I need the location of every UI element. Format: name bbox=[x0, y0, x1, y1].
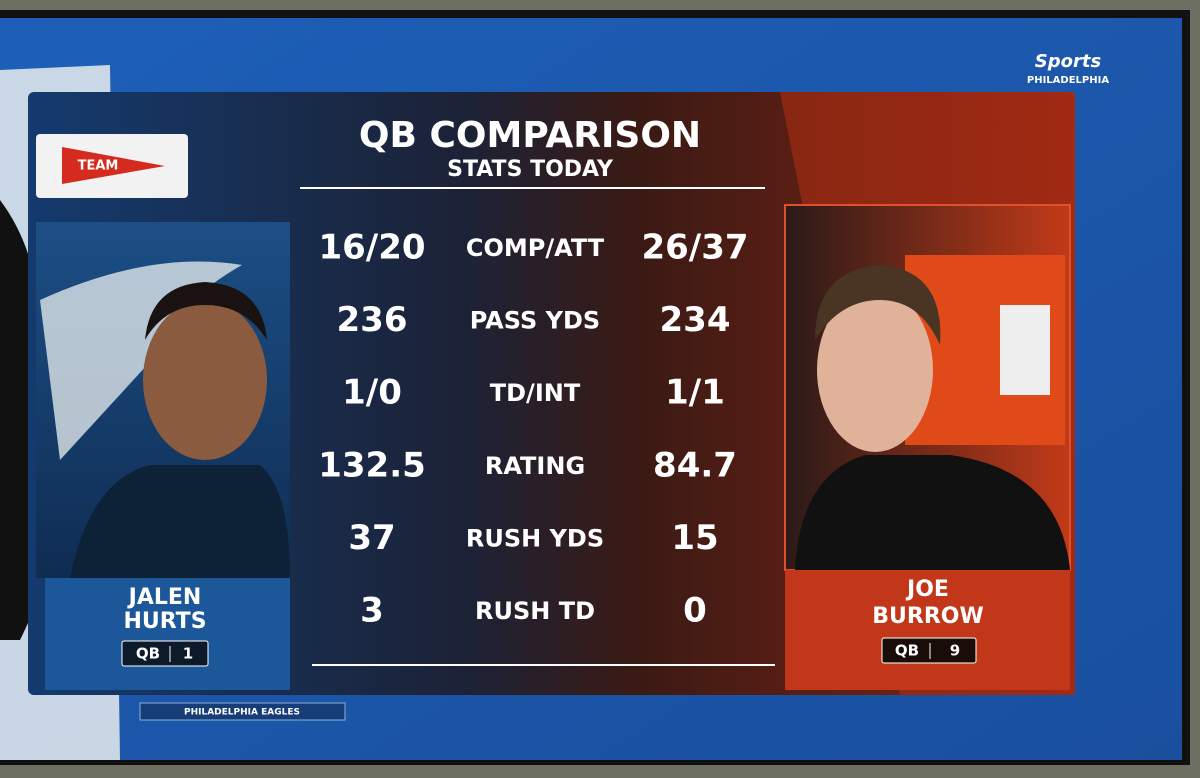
network-brand: Sports bbox=[1035, 51, 1102, 72]
right-stat: 84.7 bbox=[653, 445, 737, 485]
name-plate bbox=[785, 570, 1070, 690]
right-stat: 26/37 bbox=[641, 228, 748, 268]
position-box bbox=[121, 640, 209, 667]
stat-label: RUSH TD bbox=[475, 597, 595, 625]
pennant bbox=[62, 147, 165, 184]
player-last-name: BURROW bbox=[872, 604, 983, 629]
face bbox=[143, 300, 267, 460]
footer-strip bbox=[139, 702, 346, 721]
stat-label: COMP/ATT bbox=[466, 234, 605, 262]
player-position: QB bbox=[136, 645, 160, 663]
stat-label: RUSH YDS bbox=[466, 524, 604, 552]
footer-text: PHILADELPHIA EAGLES bbox=[184, 708, 300, 718]
jersey bbox=[795, 455, 1070, 570]
player-last-name: HURTS bbox=[123, 609, 206, 634]
left-stat: 16/20 bbox=[318, 228, 425, 268]
left-stat: 3 bbox=[360, 591, 384, 631]
left-stat: 132.5 bbox=[318, 445, 426, 485]
hair bbox=[145, 282, 267, 340]
jersey bbox=[70, 465, 290, 578]
network-region: PHILADELPHIA bbox=[1027, 75, 1109, 86]
stat-label: RATING bbox=[485, 452, 585, 480]
left-stat: 37 bbox=[348, 518, 395, 558]
player-number: 1 bbox=[183, 645, 193, 663]
player-number: 9 bbox=[950, 642, 960, 660]
right-stat: 234 bbox=[660, 300, 731, 340]
hair bbox=[815, 265, 941, 345]
badge-text: TEAM bbox=[78, 159, 119, 174]
right-stat: 1/1 bbox=[665, 373, 725, 413]
subtitle: STATS TODAY bbox=[447, 157, 614, 182]
right-stat: 15 bbox=[671, 518, 718, 558]
title: QB COMPARISON bbox=[359, 115, 701, 156]
player-first-name: JOE bbox=[905, 577, 949, 602]
name-plate bbox=[45, 578, 290, 690]
player-first-name: JALEN bbox=[127, 585, 202, 610]
stat-label: PASS YDS bbox=[470, 307, 600, 335]
left-stat: 1/0 bbox=[342, 373, 402, 413]
right-stat: 0 bbox=[683, 591, 707, 631]
left-stat: 236 bbox=[337, 300, 408, 340]
face bbox=[817, 288, 933, 452]
stat-label: TD/INT bbox=[490, 379, 581, 407]
stats-table: 16/20 COMP/ATT 26/37 236 PASS YDS 234 1/0 TD/IN… bbox=[318, 228, 748, 631]
team-logo-letter bbox=[1000, 305, 1050, 395]
team-logo bbox=[40, 261, 242, 460]
player-position: QB bbox=[895, 642, 919, 660]
position-box bbox=[881, 637, 977, 664]
